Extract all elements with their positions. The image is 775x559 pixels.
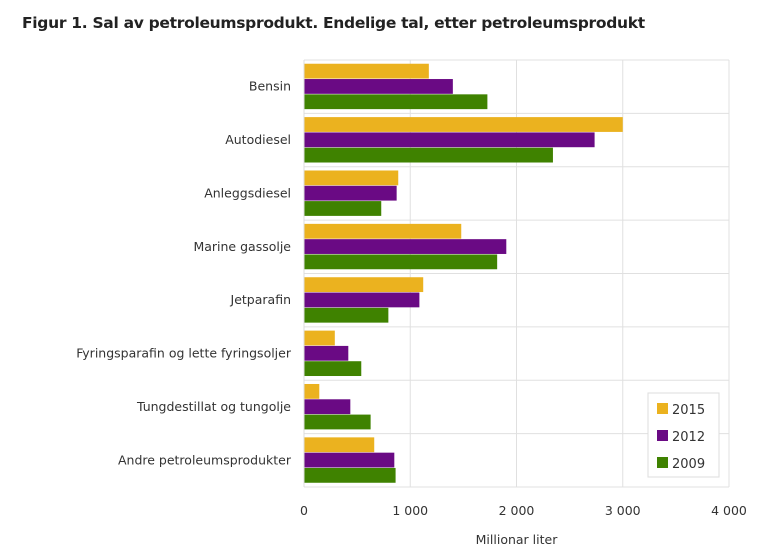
category-label: Tungdestillat og tungolje: [136, 399, 291, 414]
category-label: Fyringsparafin og lette fyringsoljer: [76, 346, 292, 361]
bar-2015: [304, 63, 429, 79]
bar-2015: [304, 383, 320, 399]
bar-2015: [304, 277, 424, 293]
bar-2012: [304, 399, 351, 415]
bar-2015: [304, 330, 335, 346]
x-tick-label: 4 000: [711, 503, 747, 518]
bar-2012: [304, 292, 420, 308]
bar-2015: [304, 437, 375, 453]
category-label: Andre petroleumsprodukter: [118, 452, 292, 467]
category-label: Jetparafin: [230, 292, 291, 307]
legend-label: 2009: [672, 457, 705, 472]
legend-swatch-2012: [657, 430, 668, 441]
bar-2015: [304, 223, 462, 239]
bar-2009: [304, 147, 553, 163]
category-label: Bensin: [249, 79, 291, 94]
x-tick-label: 0: [300, 503, 308, 518]
chart-title: Figur 1. Sal av petroleumsprodukt. Endel…: [22, 14, 645, 32]
bar-2009: [304, 414, 371, 430]
bar-2012: [304, 452, 395, 468]
bar-2009: [304, 467, 396, 483]
category-label: Marine gassolje: [193, 239, 291, 254]
bar-2015: [304, 117, 623, 132]
legend-swatch-2009: [657, 457, 668, 468]
bar-2012: [304, 345, 349, 361]
category-label: Anleggsdiesel: [204, 185, 291, 200]
bar-2009: [304, 254, 498, 270]
x-tick-label: 2 000: [499, 503, 535, 518]
bar-2012: [304, 79, 453, 94]
bar-2012: [304, 185, 397, 201]
bar-2009: [304, 361, 362, 377]
x-tick-label: 1 000: [392, 503, 428, 518]
x-axis-title: Millionar liter: [476, 532, 559, 547]
legend-swatch-2015: [657, 403, 668, 414]
legend-label: 2012: [672, 430, 705, 445]
bar-2009: [304, 201, 382, 216]
x-tick-label: 3 000: [605, 503, 641, 518]
bar-2012: [304, 239, 507, 254]
bar-2012: [304, 132, 595, 148]
bar-2009: [304, 94, 488, 110]
bar-2015: [304, 170, 399, 186]
bar-2009: [304, 307, 389, 323]
legend-label: 2015: [672, 403, 705, 418]
category-label: Autodiesel: [225, 132, 291, 147]
